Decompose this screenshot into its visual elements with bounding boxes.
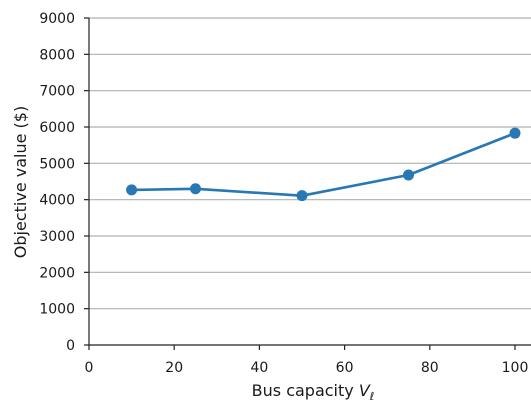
y-tick-label: 6000 — [39, 120, 75, 136]
y-tick-label: 4000 — [39, 193, 75, 209]
y-tick-label: 1000 — [39, 302, 75, 318]
data-point — [509, 127, 521, 139]
x-tick-label: 80 — [421, 360, 439, 376]
y-tick-label: 0 — [66, 338, 75, 354]
gridlines — [89, 17, 531, 310]
x-tick-label: 100 — [502, 360, 529, 376]
series-group — [126, 127, 521, 202]
data-point — [296, 190, 308, 202]
tick-labels: 0 1000 2000 3000 4000 5000 6000 7000 8000 9000 0 20… — [39, 11, 528, 376]
data-point — [403, 169, 414, 181]
x-tick-label: 60 — [336, 360, 354, 376]
data-point — [190, 183, 201, 195]
y-axis-label: Objective value ($) — [11, 106, 30, 258]
x-axis-label: Bus capacity Vℓ — [252, 381, 375, 402]
y-tick-label: 7000 — [39, 84, 75, 100]
y-tick-label: 8000 — [39, 47, 75, 63]
y-tick-label: 9000 — [39, 11, 75, 27]
series-line — [130, 131, 517, 197]
y-tick-label: 3000 — [39, 229, 75, 245]
y-tick-label: 5000 — [39, 156, 75, 172]
x-tick-label: 40 — [250, 360, 268, 376]
y-tick-label: 2000 — [39, 265, 75, 281]
axes — [84, 17, 531, 350]
x-tick-label: 20 — [165, 360, 183, 376]
x-tick-label: 0 — [85, 360, 94, 376]
data-point — [126, 184, 138, 196]
